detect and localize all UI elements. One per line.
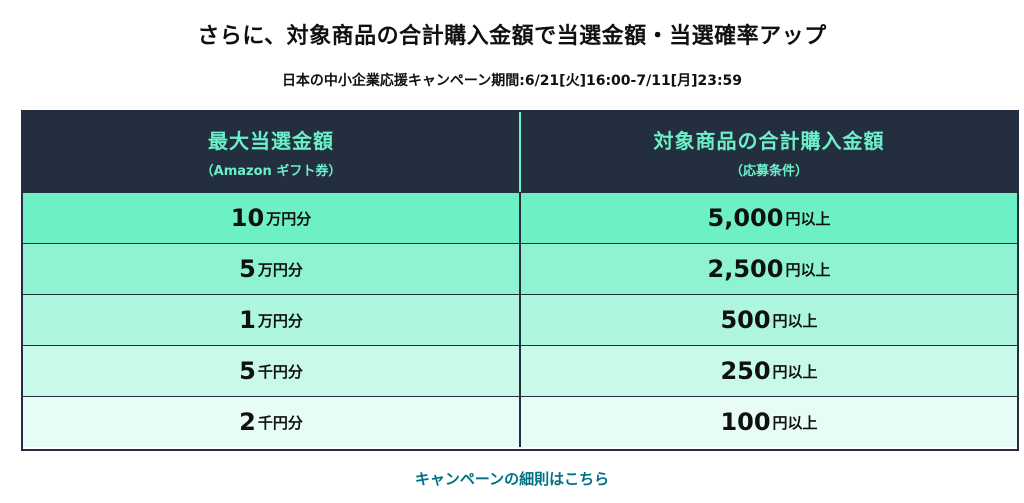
- header-purchase-amount: 対象商品の合計購入金額 （応募条件）: [519, 112, 1017, 192]
- prize-value: 1: [239, 306, 256, 334]
- header-max-prize-note: （Amazon ギフト券）: [200, 164, 342, 179]
- table-row: 2 千円分 100 円以上: [23, 396, 1017, 447]
- prize-cell: 10 万円分: [23, 193, 519, 243]
- table-row: 5 万円分 2,500 円以上: [23, 243, 1017, 294]
- amount-unit: 円以上: [772, 311, 818, 330]
- prize-unit: 千円分: [257, 413, 303, 432]
- prize-table: 最大当選金額 （Amazon ギフト券） 対象商品の合計購入金額 （応募条件） …: [21, 110, 1019, 451]
- table-header: 最大当選金額 （Amazon ギフト券） 対象商品の合計購入金額 （応募条件）: [23, 112, 1017, 192]
- prize-value: 2: [239, 408, 256, 436]
- amount-value: 500: [720, 306, 771, 334]
- campaign-period: 日本の中小企業応援キャンペーン期間:6/21[火]16:00-7/11[月]23…: [281, 73, 743, 89]
- amount-value: 5,000: [707, 204, 784, 232]
- amount-cell: 250 円以上: [519, 346, 1017, 396]
- prize-unit: 万円分: [266, 209, 312, 228]
- header-purchase-amount-note: （応募条件）: [729, 164, 808, 179]
- amount-value: 250: [720, 357, 771, 385]
- header-max-prize-label: 最大当選金額: [208, 129, 334, 153]
- prize-cell: 2 千円分: [23, 397, 519, 447]
- prize-cell: 1 万円分: [23, 295, 519, 345]
- prize-unit: 万円分: [257, 260, 303, 279]
- table-row: 10 万円分 5,000 円以上: [23, 192, 1017, 243]
- prize-cell: 5 万円分: [23, 244, 519, 294]
- prize-value: 10: [230, 204, 265, 232]
- table-row: 5 千円分 250 円以上: [23, 345, 1017, 396]
- amount-unit: 円以上: [785, 260, 831, 279]
- header-purchase-amount-label: 対象商品の合計購入金額: [653, 129, 885, 153]
- amount-unit: 円以上: [785, 209, 831, 228]
- page-title: さらに、対象商品の合計購入金額で当選金額・当選確率アップ: [197, 24, 827, 49]
- campaign-details-link[interactable]: キャンペーンの細則はこちら: [414, 470, 610, 488]
- amount-cell: 500 円以上: [519, 295, 1017, 345]
- amount-cell: 5,000 円以上: [519, 193, 1017, 243]
- amount-cell: 2,500 円以上: [519, 244, 1017, 294]
- amount-unit: 円以上: [772, 362, 818, 381]
- amount-value: 2,500: [707, 255, 784, 283]
- amount-value: 100: [720, 408, 771, 436]
- prize-unit: 千円分: [257, 362, 303, 381]
- prize-value: 5: [239, 255, 256, 283]
- header-max-prize: 最大当選金額 （Amazon ギフト券）: [23, 112, 519, 192]
- table-row: 1 万円分 500 円以上: [23, 294, 1017, 345]
- amount-cell: 100 円以上: [519, 397, 1017, 447]
- prize-cell: 5 千円分: [23, 346, 519, 396]
- amount-unit: 円以上: [772, 413, 818, 432]
- prize-value: 5: [239, 357, 256, 385]
- prize-unit: 万円分: [257, 311, 303, 330]
